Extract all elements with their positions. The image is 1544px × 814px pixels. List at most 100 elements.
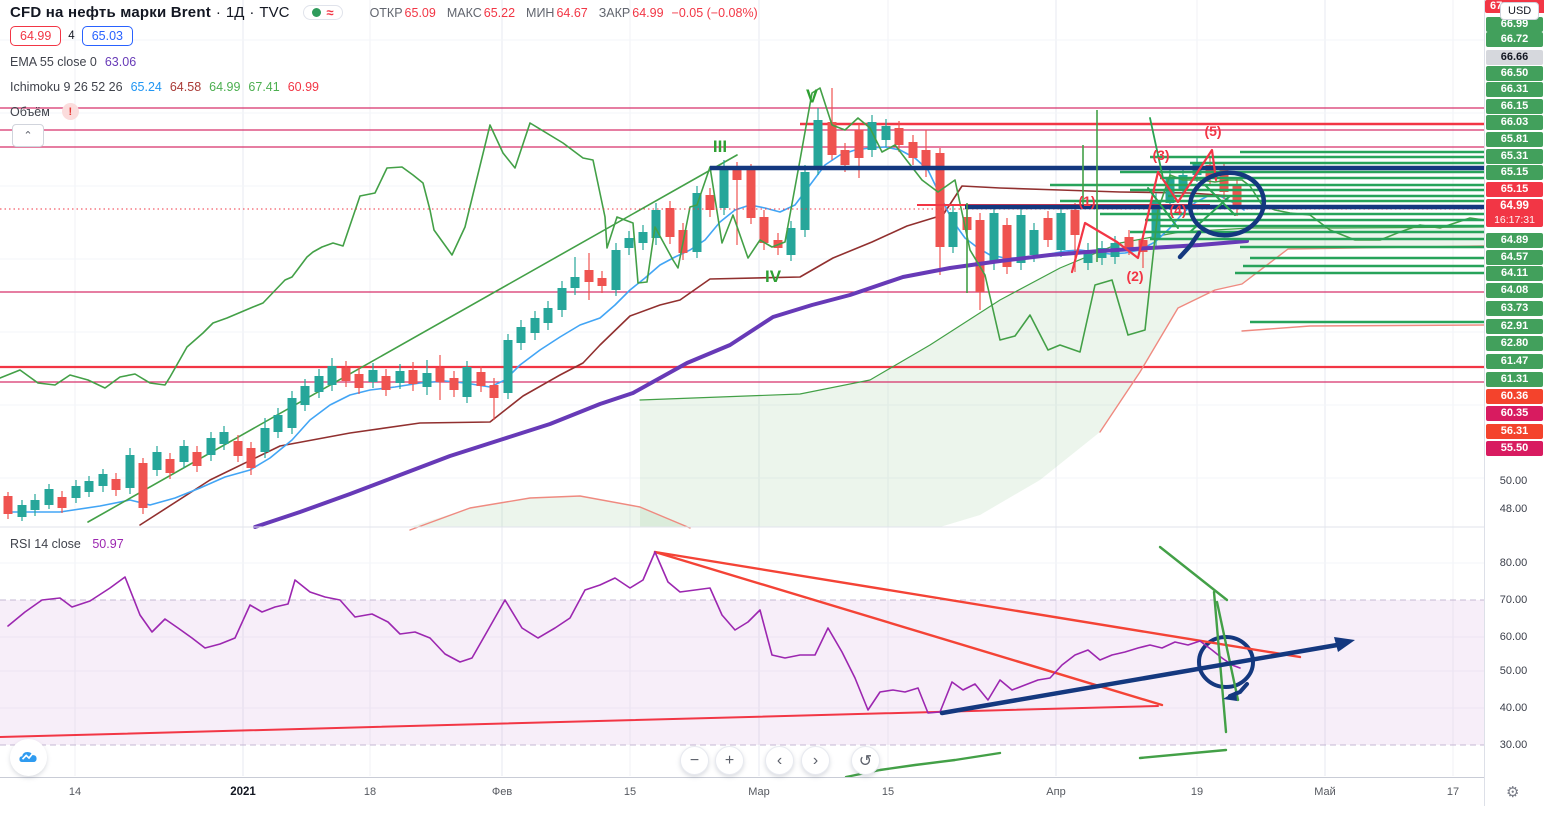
time-tick-label: Апр (1046, 786, 1066, 798)
wave-label[interactable]: V (805, 86, 819, 107)
open-label: ОТКР (369, 5, 403, 20)
rsi-green-trendline (1215, 600, 1240, 702)
axis-tick-label: 60.00 (1499, 631, 1528, 643)
high-value: 65.22 (483, 5, 516, 20)
low-value: 64.67 (556, 5, 588, 20)
rsi-blue-arrowhead (1334, 637, 1355, 652)
wave-label[interactable]: (2) (1126, 268, 1144, 284)
time-tick-label: Фев (491, 786, 513, 798)
ema-name: EMA 55 close 0 (10, 55, 97, 69)
main-circle-tail (1177, 230, 1202, 260)
wave-label[interactable]: (1) (1078, 193, 1096, 209)
price-axis[interactable]: 66.99 66.72 66.66 66.50 66.31 66.15 66.03 65.81… (1484, 0, 1544, 806)
price-level-badge: 64.57 (1486, 250, 1543, 265)
reset-view-button[interactable]: ↺ (851, 746, 880, 775)
green-steep-1 (1149, 117, 1164, 179)
currency-button[interactable]: USD (1500, 2, 1540, 20)
tradingview-logo[interactable] (10, 739, 47, 776)
axis-tick-label: 50.00 (1499, 475, 1528, 487)
rsi-band (0, 600, 1484, 745)
price-level-badge: 64.11 (1486, 266, 1543, 281)
drawn-circle-main (1187, 170, 1267, 238)
drawn-circle-rsi (1197, 635, 1255, 689)
change-value: −0.05 (−0.08%) (671, 5, 758, 20)
price-level-badge: 65.31 (1486, 149, 1543, 164)
price-level-badge: 65.81 (1486, 132, 1543, 147)
volume-name: Объём (10, 104, 50, 119)
ema-legend[interactable]: EMA 55 close 0 63.06 (10, 55, 136, 69)
rsi-green-trendline (1138, 748, 1228, 760)
price-level-badge: 61.31 (1486, 372, 1543, 387)
close-label: ЗАКР (598, 5, 631, 20)
volume-legend[interactable]: Объём ! (10, 103, 79, 120)
price-level-badge: 60.36 (1486, 389, 1543, 404)
chart-settings-gear-icon[interactable]: ⚙ (1506, 784, 1520, 801)
price-level-badge: 62.80 (1486, 336, 1543, 351)
time-tick-label: 15 (623, 786, 637, 798)
wave-label[interactable]: (3) (1152, 147, 1170, 163)
green-diag-3 (1204, 184, 1236, 216)
rsi-green-trendline (1158, 545, 1229, 602)
spread-value: 4 (68, 30, 75, 42)
title-separator: · (249, 4, 255, 21)
approx-icon: ≈ (326, 5, 334, 20)
wave-label[interactable]: (4) (1169, 202, 1187, 218)
low-label: МИН (526, 5, 555, 20)
rsi-legend[interactable]: RSI 14 close 50.97 (10, 537, 124, 551)
logo-icon (19, 752, 37, 762)
time-tick-label: 15 (881, 786, 895, 798)
collapse-legend-button[interactable]: ⌃ (12, 124, 44, 147)
time-tick-label: 2021 (230, 786, 256, 798)
ichimoku-legend[interactable]: Ichimoku 9 26 52 26 65.24 64.58 64.99 67… (10, 80, 319, 94)
axis-tick-label: 50.00 (1499, 665, 1528, 677)
price-level-badge: 66.72 (1486, 32, 1543, 47)
ichimoku-cloud-right (640, 227, 1484, 527)
symbol-title[interactable]: CFD на нефть марки Brent (10, 4, 211, 21)
zoom-out-button[interactable]: − (680, 746, 709, 775)
wave-label[interactable]: (5) (1204, 123, 1222, 139)
price-level-badge: 64.89 (1486, 233, 1543, 248)
ichimoku-name: Ichimoku 9 26 52 26 (10, 80, 123, 94)
time-tick-label: 19 (1190, 786, 1204, 798)
wave-label[interactable]: III (712, 137, 728, 156)
kijun-maroon (139, 185, 1233, 526)
time-tick-label: Май (1314, 786, 1336, 798)
salmon-right (1099, 245, 1485, 433)
ichimoku-value: 65.24 (130, 80, 162, 94)
price-level-badge: 63.73 (1486, 301, 1543, 316)
price-level-badge: 64.08 (1486, 283, 1543, 298)
buy-button[interactable]: 65.03 (81, 26, 133, 46)
market-status-pill[interactable]: ≈ (303, 5, 343, 20)
rsi-name: RSI 14 close (10, 537, 81, 551)
time-axis[interactable]: 14 2021 18 Фев 15 Мар 15 Апр 19 Май 17 (0, 777, 1544, 814)
price-level-badge: 66.50 (1486, 66, 1543, 81)
ichimoku-value: 64.99 (209, 80, 241, 94)
axis-tick-label: 48.00 (1499, 503, 1528, 515)
cloud-top (639, 226, 1485, 401)
quote-row: 64.99 4 65.03 (10, 26, 133, 46)
sell-button[interactable]: 64.99 (10, 26, 62, 46)
ichimoku-value: 64.58 (169, 80, 202, 94)
rsi-line (7, 551, 1241, 714)
wave-label[interactable]: IV (764, 267, 782, 286)
zoom-in-button[interactable]: + (715, 746, 744, 775)
interval-label[interactable]: 1Д (225, 4, 245, 21)
title-separator: · (215, 4, 221, 21)
axis-tick-label: 80.00 (1499, 557, 1528, 569)
volume-warning-icon[interactable]: ! (61, 103, 79, 120)
high-label: МАКС (446, 5, 482, 20)
exchange-label[interactable]: TVC (259, 4, 290, 21)
chart-legend: CFD на нефть марки Brent · 1Д · TVC ≈ ОТ… (10, 4, 758, 21)
time-tick-label: 18 (363, 786, 377, 798)
price-level-badge: 66.31 (1486, 82, 1543, 97)
close-value: 64.99 (632, 5, 664, 20)
scroll-right-button[interactable]: › (801, 746, 830, 775)
scroll-left-button[interactable]: ‹ (765, 746, 794, 775)
ema-purple (253, 239, 1249, 529)
green-trendline (87, 154, 738, 523)
current-price-badge: 64.99 16:17:31 (1486, 199, 1543, 227)
ichimoku-value: 60.99 (287, 80, 319, 94)
price-level-badge: 66.66 (1486, 50, 1543, 65)
